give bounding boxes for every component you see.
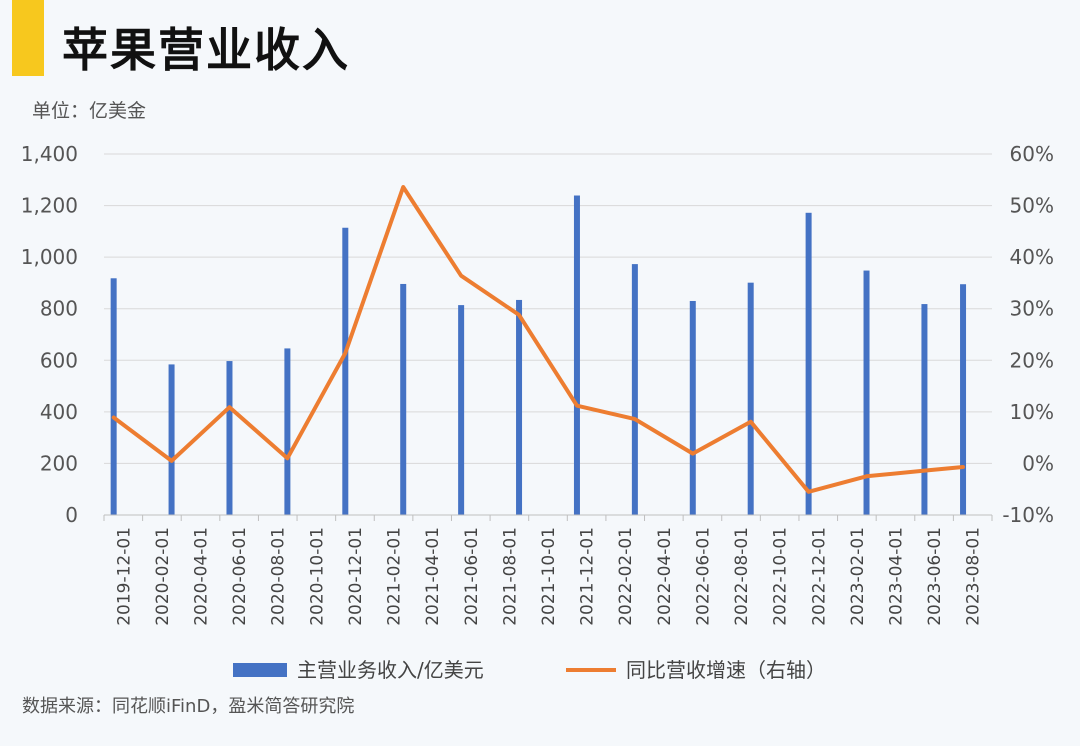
right-tick-label: 0%: [1022, 451, 1054, 475]
right-tick-label: 10%: [1010, 400, 1054, 424]
left-tick-label: 1,200: [21, 194, 78, 218]
x-tick-label: 2022-08-01: [732, 527, 752, 626]
x-tick-label: 2021-02-01: [385, 527, 405, 626]
left-tick-label: 0: [65, 503, 78, 527]
legend-label-growth: 同比营收增速（右轴）: [626, 658, 826, 682]
revenue-bar: [921, 304, 928, 515]
revenue-bar: [168, 364, 175, 515]
x-tick-label: 2022-04-01: [655, 527, 675, 626]
revenue-bar: [863, 270, 870, 515]
revenue-bar: [747, 282, 754, 515]
x-axis: 2019-12-01 2020-02-01 2020-04-01 2020-06-01…: [103, 514, 993, 626]
legend-label-revenue: 主营业务收入/亿美元: [297, 658, 484, 682]
x-tick-label: 2021-08-01: [500, 527, 520, 626]
x-tick-label: 2020-10-01: [307, 527, 327, 626]
x-tick-label: 2023-04-01: [886, 527, 906, 626]
x-tick-label: 2020-04-01: [192, 527, 212, 626]
right-tick-label: 20%: [1010, 348, 1054, 372]
revenue-bars: [110, 195, 967, 516]
right-tick-label: 30%: [1010, 297, 1054, 321]
left-tick-label: 600: [40, 348, 78, 372]
left-tick-label: 800: [40, 297, 78, 321]
revenue-bar: [805, 212, 812, 515]
x-tick-label: 2020-06-01: [230, 527, 250, 626]
revenue-bar: [689, 300, 696, 515]
revenue-bar: [284, 348, 291, 515]
x-tick-label: 2021-04-01: [423, 527, 443, 626]
x-tick-label: 2023-06-01: [925, 527, 945, 626]
revenue-bar: [458, 305, 465, 515]
x-tick-label: 2021-12-01: [578, 527, 598, 626]
data-source-note: 数据来源：同花顺iFinD，盈米简答研究院: [22, 696, 355, 717]
x-tick-label: 2020-02-01: [153, 527, 173, 626]
x-tick-label: 2020-12-01: [346, 527, 366, 626]
revenue-bar: [342, 227, 349, 516]
x-tick-label: 2021-10-01: [539, 527, 559, 626]
right-tick-label: -10%: [1002, 503, 1054, 527]
right-tick-label: 60%: [1010, 142, 1054, 166]
right-tick-label: 40%: [1010, 245, 1054, 269]
right-tick-label: 50%: [1010, 194, 1054, 218]
x-tick-label: 2022-06-01: [693, 527, 713, 626]
x-tick-label: 2022-12-01: [809, 527, 829, 626]
left-tick-label: 400: [40, 400, 78, 424]
x-tick-label: 2021-06-01: [462, 527, 482, 626]
left-tick-label: 200: [40, 451, 78, 475]
legend-swatch-revenue: [233, 663, 287, 677]
left-tick-label: 1,000: [21, 245, 78, 269]
growth-line-path: [111, 185, 965, 494]
revenue-bar: [110, 278, 117, 515]
x-tick-label: 2019-12-01: [114, 527, 134, 626]
chart-title: 苹果营业收入: [62, 23, 350, 77]
revenue-bar: [573, 195, 580, 515]
legend: 主营业务收入/亿美元 同比营收增速（右轴）: [233, 658, 826, 682]
revenue-bar: [516, 299, 523, 515]
title-accent-bar: [12, 0, 44, 76]
x-tick-label: 2023-02-01: [848, 527, 868, 626]
left-tick-label: 1,400: [21, 142, 78, 166]
x-tick-label: 2022-10-01: [771, 527, 791, 626]
gridlines: [104, 153, 992, 516]
x-tick-label: 2022-02-01: [616, 527, 636, 626]
x-tick-label: 2023-08-01: [964, 527, 984, 626]
right-axis-labels: -10% 0% 10% 20% 30% 40% 50% 60%: [1002, 142, 1054, 527]
revenue-bar: [400, 283, 407, 515]
unit-label: 单位：亿美金: [32, 100, 147, 122]
left-axis-labels: 0 200 400 600 800 1,000 1,200 1,400: [21, 142, 78, 527]
revenue-bar: [631, 264, 638, 515]
x-tick-label: 2020-08-01: [269, 527, 289, 626]
revenue-bar: [960, 284, 967, 515]
growth-line: [111, 185, 965, 494]
revenue-bar: [226, 361, 233, 515]
